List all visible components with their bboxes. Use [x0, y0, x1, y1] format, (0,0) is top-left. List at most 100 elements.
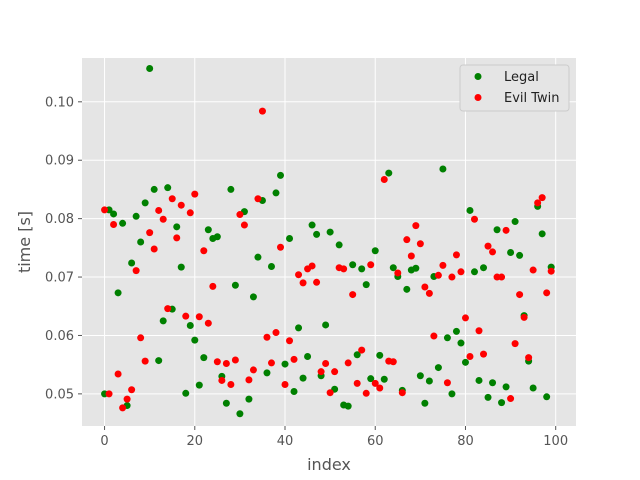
data-point-legal	[349, 261, 357, 269]
data-point-evil-twin	[204, 319, 212, 327]
data-point-evil-twin	[412, 222, 420, 230]
legend-marker-evil-twin	[474, 94, 482, 101]
data-point-evil-twin	[362, 389, 370, 397]
data-point-legal	[475, 376, 483, 384]
data-point-evil-twin	[177, 201, 185, 209]
data-point-evil-twin	[416, 240, 424, 248]
data-point-legal	[254, 253, 262, 261]
data-point-evil-twin	[168, 195, 176, 203]
data-point-evil-twin	[353, 379, 361, 387]
x-tick-label: 60	[367, 434, 384, 449]
data-point-evil-twin	[209, 282, 217, 290]
data-point-evil-twin	[155, 206, 163, 214]
x-tick-label: 80	[457, 434, 474, 449]
data-point-legal	[358, 265, 366, 273]
data-point-evil-twin	[290, 355, 298, 363]
data-point-evil-twin	[538, 194, 546, 202]
y-tick-label: 0.10	[45, 95, 74, 110]
data-point-evil-twin	[258, 107, 266, 115]
data-point-legal	[286, 234, 294, 242]
data-point-evil-twin	[376, 384, 384, 392]
data-point-legal	[231, 281, 239, 289]
data-point-evil-twin	[394, 269, 402, 277]
data-point-evil-twin	[123, 395, 131, 403]
data-point-evil-twin	[480, 350, 488, 358]
data-point-legal	[186, 322, 194, 330]
data-point-evil-twin	[439, 261, 447, 269]
data-point-legal	[425, 377, 433, 385]
data-point-evil-twin	[195, 313, 203, 321]
data-point-legal	[489, 379, 497, 387]
data-point-evil-twin	[105, 390, 113, 398]
data-point-evil-twin	[231, 356, 239, 364]
data-point-legal	[110, 210, 118, 218]
data-point-legal	[367, 375, 375, 383]
data-point-evil-twin	[461, 314, 469, 322]
data-point-legal	[204, 226, 212, 234]
data-point-evil-twin	[407, 252, 415, 260]
data-point-evil-twin	[137, 334, 145, 342]
data-point-evil-twin	[272, 329, 280, 337]
data-point-evil-twin	[398, 389, 406, 397]
data-point-evil-twin	[430, 332, 438, 340]
data-point-legal	[155, 357, 163, 365]
data-point-evil-twin	[498, 273, 506, 281]
data-point-legal	[164, 184, 172, 192]
data-point-evil-twin	[249, 366, 257, 374]
data-point-legal	[326, 228, 334, 236]
data-point-evil-twin	[159, 215, 167, 223]
data-point-evil-twin	[331, 368, 339, 376]
data-point-evil-twin	[358, 346, 366, 354]
data-point-evil-twin	[313, 278, 321, 286]
data-point-evil-twin	[236, 211, 244, 219]
data-point-evil-twin	[254, 195, 262, 203]
data-point-evil-twin	[317, 368, 325, 376]
data-point-evil-twin	[349, 291, 357, 299]
data-point-legal	[385, 169, 393, 177]
data-point-evil-twin	[534, 199, 542, 207]
data-point-legal	[159, 317, 167, 325]
data-point-evil-twin	[425, 289, 433, 297]
data-point-legal	[412, 264, 420, 272]
data-point-legal	[380, 375, 388, 383]
data-point-legal	[114, 289, 122, 297]
data-point-legal	[511, 218, 519, 226]
data-point-legal	[389, 264, 397, 272]
y-tick-label: 0.09	[45, 154, 74, 169]
data-point-evil-twin	[245, 376, 253, 384]
data-point-evil-twin	[421, 283, 429, 291]
data-point-evil-twin	[443, 379, 451, 387]
x-tick-label: 20	[187, 434, 204, 449]
data-point-legal	[295, 324, 303, 332]
y-tick-label: 0.05	[45, 387, 74, 402]
data-point-legal	[281, 360, 289, 368]
data-point-legal	[132, 212, 140, 220]
data-point-legal	[353, 351, 361, 359]
x-tick-label: 40	[277, 434, 294, 449]
data-point-evil-twin	[213, 358, 221, 366]
data-point-legal	[304, 352, 312, 360]
legend-label-evil-twin: Evil Twin	[504, 91, 560, 106]
data-point-evil-twin	[101, 206, 109, 214]
data-point-evil-twin	[380, 175, 388, 183]
data-point-legal	[376, 351, 384, 359]
data-point-evil-twin	[403, 236, 411, 244]
data-point-legal	[299, 374, 307, 382]
data-point-evil-twin	[389, 358, 397, 366]
data-point-evil-twin	[452, 251, 460, 259]
data-point-evil-twin	[340, 265, 348, 273]
data-point-evil-twin	[150, 245, 158, 253]
data-point-legal	[484, 393, 492, 401]
data-point-legal	[493, 226, 501, 234]
x-tick-label: 100	[543, 434, 568, 449]
data-point-legal	[272, 189, 280, 197]
data-point-legal	[177, 263, 185, 271]
axis-ticks: 0 20 40 60 80 100 0.05 0.06 0.07 0.08 0.09 0.10	[45, 95, 568, 449]
data-point-legal	[119, 219, 127, 227]
data-point-legal	[245, 395, 253, 403]
data-point-legal	[191, 336, 199, 344]
data-point-legal	[502, 383, 510, 391]
data-point-legal	[362, 281, 370, 289]
data-point-evil-twin	[520, 313, 528, 321]
